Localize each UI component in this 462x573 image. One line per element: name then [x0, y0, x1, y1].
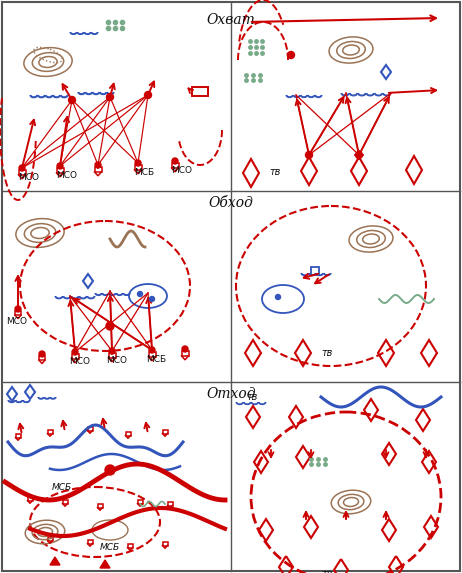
Text: Обход: Обход	[208, 196, 254, 210]
Circle shape	[105, 465, 115, 475]
Bar	[163, 430, 168, 434]
Circle shape	[150, 296, 154, 301]
Circle shape	[149, 347, 155, 353]
Bar	[15, 311, 21, 315]
Text: МСО: МСО	[69, 357, 90, 366]
Bar	[128, 544, 133, 547]
Bar	[28, 497, 32, 500]
Bar	[109, 353, 116, 358]
Circle shape	[15, 306, 21, 312]
Text: МСБ: МСБ	[134, 168, 154, 177]
Bar	[192, 87, 208, 96]
Bar	[138, 500, 142, 504]
Bar	[168, 502, 172, 505]
Circle shape	[275, 295, 280, 300]
Bar	[182, 351, 188, 356]
Bar	[48, 430, 53, 434]
Bar	[48, 537, 53, 540]
Text: МСО: МСО	[171, 166, 192, 175]
Circle shape	[172, 158, 178, 164]
Text: МСО: МСО	[106, 356, 127, 365]
Bar	[97, 504, 103, 508]
Text: МСБ: МСБ	[146, 355, 166, 364]
Bar	[56, 168, 63, 173]
Text: МСО: МСО	[6, 317, 27, 326]
Text: тв: тв	[246, 392, 257, 402]
Circle shape	[95, 162, 101, 168]
Circle shape	[182, 346, 188, 352]
Circle shape	[138, 292, 142, 296]
Circle shape	[68, 96, 75, 104]
Circle shape	[287, 52, 294, 58]
Bar	[163, 542, 168, 545]
Bar	[39, 356, 45, 360]
Text: тв: тв	[269, 167, 280, 177]
Text: тв: тв	[321, 569, 332, 573]
Circle shape	[107, 93, 114, 100]
Circle shape	[106, 322, 114, 330]
Bar	[62, 500, 67, 504]
Bar	[171, 163, 178, 168]
Bar	[18, 170, 25, 175]
Bar	[72, 354, 79, 359]
Circle shape	[135, 160, 141, 166]
Circle shape	[72, 349, 78, 355]
Bar	[148, 352, 156, 357]
Polygon shape	[50, 557, 60, 565]
Text: Отход: Отход	[206, 387, 256, 401]
Bar	[95, 167, 102, 172]
Text: Охват: Охват	[207, 13, 255, 27]
Bar	[87, 540, 92, 544]
Circle shape	[145, 92, 152, 99]
Circle shape	[305, 151, 312, 159]
Circle shape	[57, 163, 63, 169]
Text: МСБ: МСБ	[100, 543, 120, 552]
Circle shape	[109, 348, 115, 354]
Bar	[311, 267, 319, 275]
Bar	[16, 434, 20, 438]
Bar	[134, 165, 141, 170]
Text: МСО: МСО	[18, 173, 39, 182]
Polygon shape	[100, 560, 110, 568]
Circle shape	[39, 351, 45, 357]
Text: МСБ: МСБ	[52, 483, 72, 492]
Text: МСО: МСО	[56, 171, 77, 180]
Circle shape	[19, 165, 25, 171]
Text: тв: тв	[321, 348, 332, 358]
Circle shape	[355, 151, 363, 159]
Bar	[87, 427, 92, 430]
Bar	[126, 432, 130, 435]
